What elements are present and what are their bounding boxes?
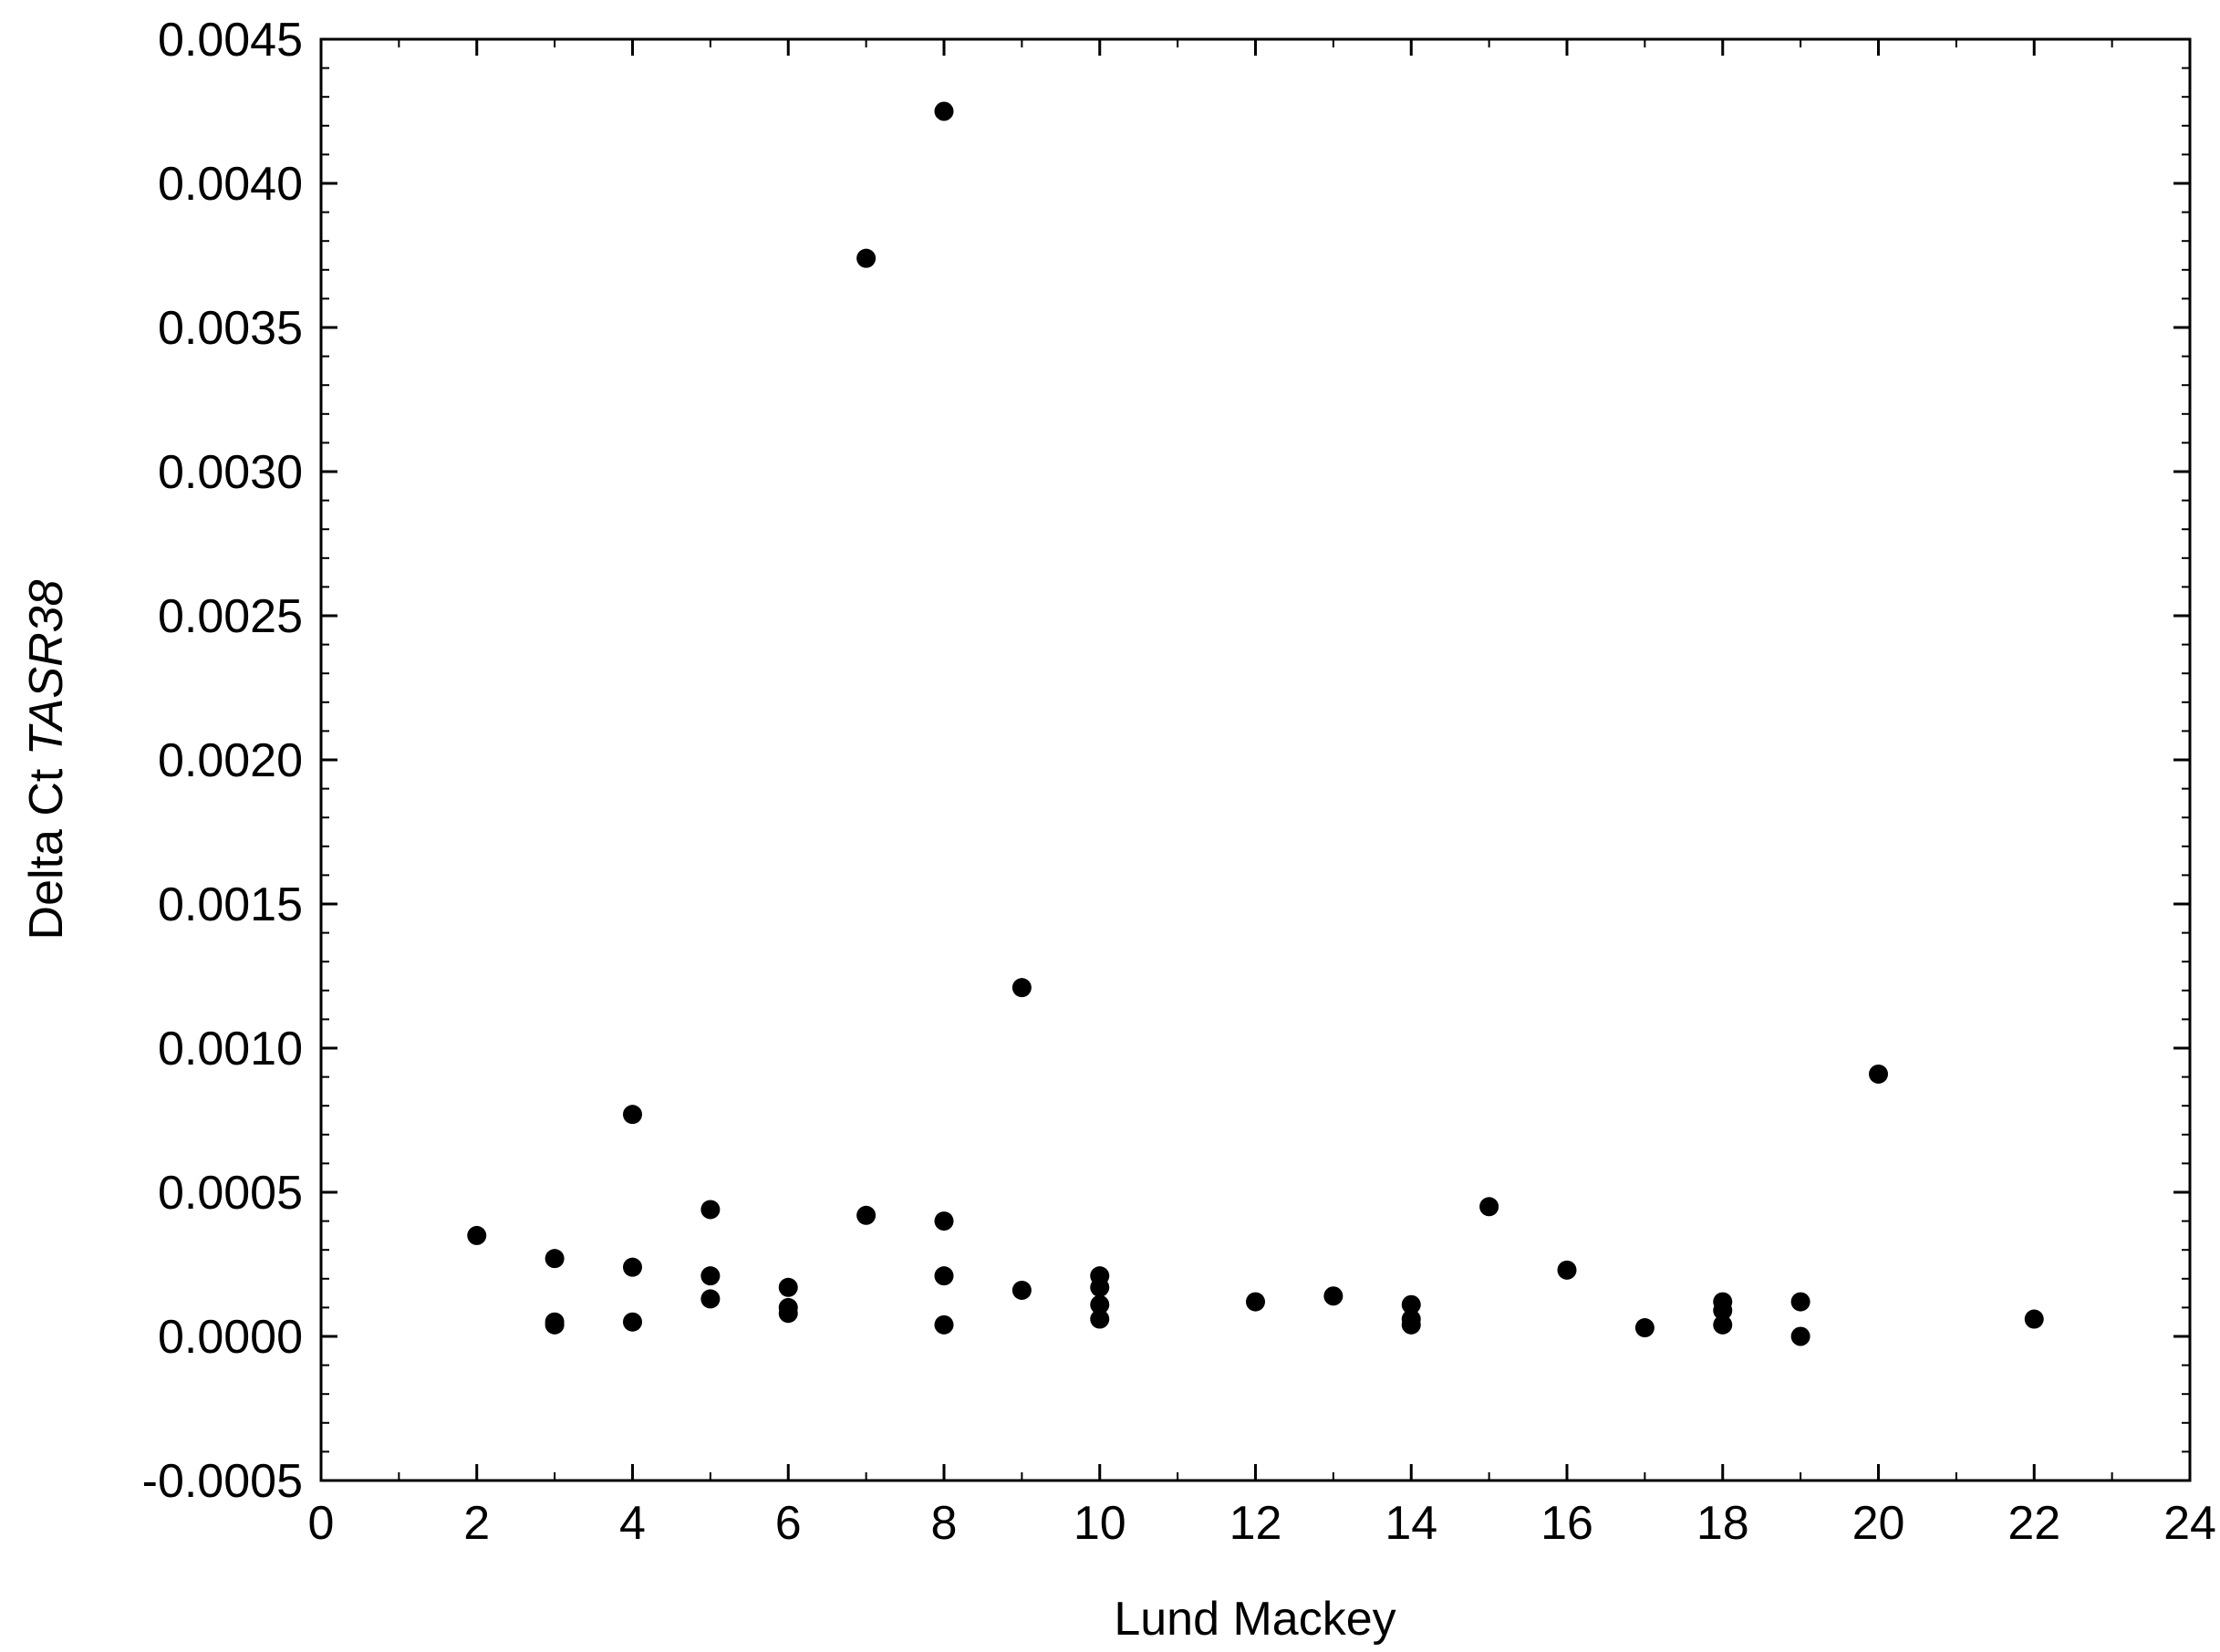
data-point bbox=[1323, 1286, 1343, 1306]
data-point bbox=[934, 1211, 954, 1231]
x-tick-label: 2 bbox=[463, 1497, 490, 1550]
data-point bbox=[1713, 1314, 1733, 1335]
y-axis: -0.0005 0.0000 0.0005 0.0010 0.0015 0.0020 0.0… bbox=[142, 14, 2190, 1508]
x-axis: 0 2 4 6 8 10 12 14 16 18 20 22 24 bbox=[308, 39, 2216, 1550]
x-tick-label: 4 bbox=[619, 1497, 646, 1550]
data-point bbox=[700, 1200, 721, 1220]
data-point bbox=[1011, 978, 1032, 998]
y-tick-label: 0.0020 bbox=[158, 734, 303, 787]
data-point bbox=[934, 1314, 954, 1335]
data-point bbox=[467, 1225, 487, 1245]
x-tick-label: 24 bbox=[2163, 1497, 2216, 1550]
data-point bbox=[623, 1257, 642, 1277]
data-point bbox=[1011, 1280, 1032, 1300]
x-tick-label: 20 bbox=[1852, 1497, 1905, 1550]
data-point bbox=[1090, 1277, 1110, 1297]
data-point bbox=[2024, 1309, 2044, 1329]
data-point bbox=[1090, 1294, 1110, 1314]
x-tick-label: 0 bbox=[308, 1497, 335, 1550]
data-point bbox=[1246, 1292, 1265, 1312]
data-point bbox=[623, 1105, 642, 1125]
x-tick-label: 6 bbox=[775, 1497, 802, 1550]
data-point bbox=[934, 101, 954, 121]
data-point bbox=[623, 1312, 642, 1332]
x-tick-label: 18 bbox=[1696, 1497, 1749, 1550]
data-point bbox=[1090, 1309, 1110, 1329]
data-point bbox=[700, 1289, 721, 1309]
data-point bbox=[1479, 1197, 1499, 1217]
data-point bbox=[700, 1266, 721, 1286]
data-point bbox=[1869, 1064, 1888, 1084]
data-point bbox=[1790, 1292, 1810, 1312]
y-tick-label: 0.0000 bbox=[158, 1311, 303, 1364]
y-tick-label: 0.0040 bbox=[158, 158, 303, 211]
data-point bbox=[778, 1304, 798, 1324]
x-tick-label: 16 bbox=[1541, 1497, 1593, 1550]
y-axis-label-gene: TASR38 bbox=[20, 579, 73, 755]
data-point bbox=[778, 1277, 798, 1297]
x-tick-label: 10 bbox=[1074, 1497, 1126, 1550]
x-tick-label: 22 bbox=[2007, 1497, 2060, 1550]
data-point bbox=[1557, 1260, 1577, 1280]
data-point bbox=[1634, 1318, 1655, 1338]
data-point bbox=[1790, 1326, 1810, 1346]
y-axis-label: Delta Ct TASR38 bbox=[20, 579, 73, 940]
x-tick-label: 14 bbox=[1385, 1497, 1437, 1550]
x-axis-label: Lund Mackey bbox=[1114, 1593, 1395, 1646]
y-tick-label: 0.0005 bbox=[158, 1167, 303, 1220]
data-point bbox=[545, 1314, 565, 1335]
x-tick-label: 12 bbox=[1229, 1497, 1282, 1550]
x-tick-label: 8 bbox=[931, 1497, 958, 1550]
y-tick-label: -0.0005 bbox=[142, 1455, 303, 1508]
data-points bbox=[467, 101, 2044, 1346]
data-point bbox=[856, 1205, 877, 1225]
y-tick-label: 0.0035 bbox=[158, 302, 303, 355]
data-point bbox=[1401, 1294, 1421, 1314]
data-point bbox=[856, 248, 877, 268]
y-tick-label: 0.0045 bbox=[158, 14, 303, 67]
data-point bbox=[1401, 1314, 1421, 1335]
y-tick-label: 0.0025 bbox=[158, 590, 303, 643]
y-tick-label: 0.0015 bbox=[158, 878, 303, 931]
y-tick-label: 0.0010 bbox=[158, 1023, 303, 1075]
y-axis-label-prefix: Delta Ct bbox=[20, 755, 73, 940]
y-tick-label: 0.0030 bbox=[158, 446, 303, 499]
data-point bbox=[545, 1249, 565, 1269]
data-point bbox=[934, 1266, 954, 1286]
data-point bbox=[1713, 1301, 1733, 1321]
plot-frame bbox=[319, 37, 2192, 1482]
